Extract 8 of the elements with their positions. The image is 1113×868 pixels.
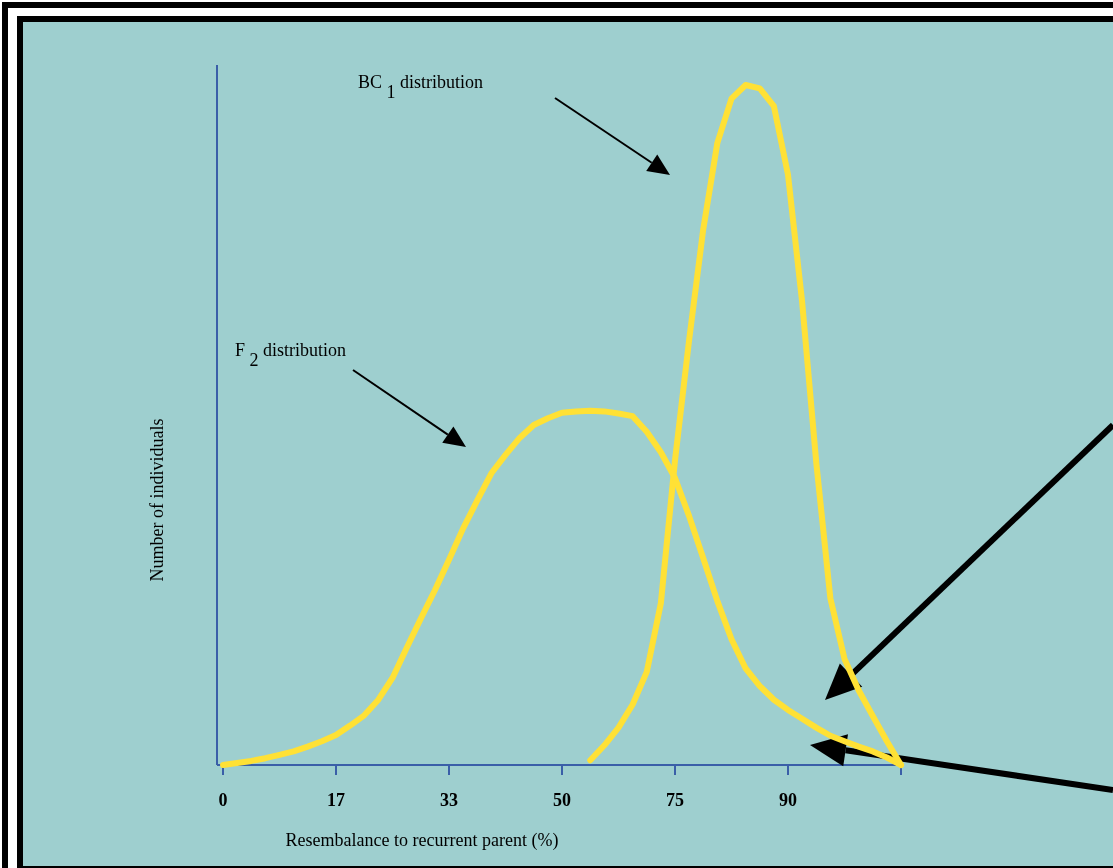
x-axis-title: Resembalance to recurrent parent (%)	[285, 830, 559, 851]
y-axis-title: Number of individuals	[147, 418, 167, 582]
x-tick-label: 17	[327, 790, 345, 810]
x-tick-label: 33	[440, 790, 458, 810]
x-tick-label: 0	[218, 790, 228, 810]
x-tick-label: 75	[666, 790, 684, 810]
x-tick-label: 50	[553, 790, 571, 810]
x-tick-label: 90	[779, 790, 797, 810]
